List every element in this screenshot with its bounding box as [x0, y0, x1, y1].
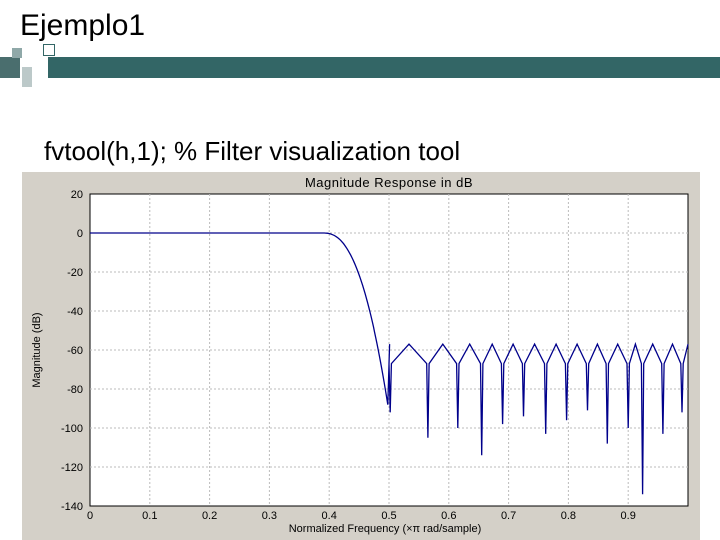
y-tick-label: -140 — [61, 501, 83, 513]
y-tick-label: 0 — [77, 228, 83, 240]
x-tick-label: 0 — [87, 510, 93, 522]
decorative-square-dark — [0, 57, 20, 78]
x-axis-label: Normalized Frequency (×π rad/sample) — [289, 523, 482, 535]
decorative-title-bar — [48, 57, 720, 78]
decorative-square-grey — [22, 67, 32, 87]
x-tick-label: 0.1 — [142, 510, 157, 522]
y-tick-label: -60 — [67, 345, 83, 357]
tick-labels: 0 0.1 0.2 0.3 0.4 0.5 0.6 0.7 0.8 0.9 20 0 -20 -40 -60… — [61, 189, 636, 522]
x-tick-label: 0.9 — [621, 510, 636, 522]
slide-title: Ejemplo1 — [20, 9, 146, 42]
decorative-square-light — [12, 48, 22, 58]
chart-title: Magnitude Response in dB — [305, 175, 473, 190]
magnitude-curve — [90, 232, 689, 495]
y-axis-label: Magnitude (dB) — [31, 312, 43, 387]
y-tick-label: -100 — [61, 423, 83, 435]
x-tick-label: 0.6 — [441, 510, 456, 522]
y-tick-label: -20 — [67, 267, 83, 279]
decorative-square-outline — [43, 44, 55, 56]
x-tick-label: 0.8 — [561, 510, 576, 522]
slide-subtitle: fvtool(h,1); % Filter visualization tool — [44, 136, 461, 166]
y-tick-label: -40 — [67, 306, 83, 318]
y-tick-label: -120 — [61, 462, 83, 474]
x-tick-label: 0.3 — [262, 510, 277, 522]
y-tick-label: -80 — [67, 384, 83, 396]
x-tick-label: 0.5 — [381, 510, 396, 522]
x-tick-label: 0.7 — [501, 510, 516, 522]
x-tick-label: 0.4 — [322, 510, 337, 522]
y-tick-label: 20 — [71, 189, 83, 201]
x-tick-label: 0.2 — [202, 510, 217, 522]
